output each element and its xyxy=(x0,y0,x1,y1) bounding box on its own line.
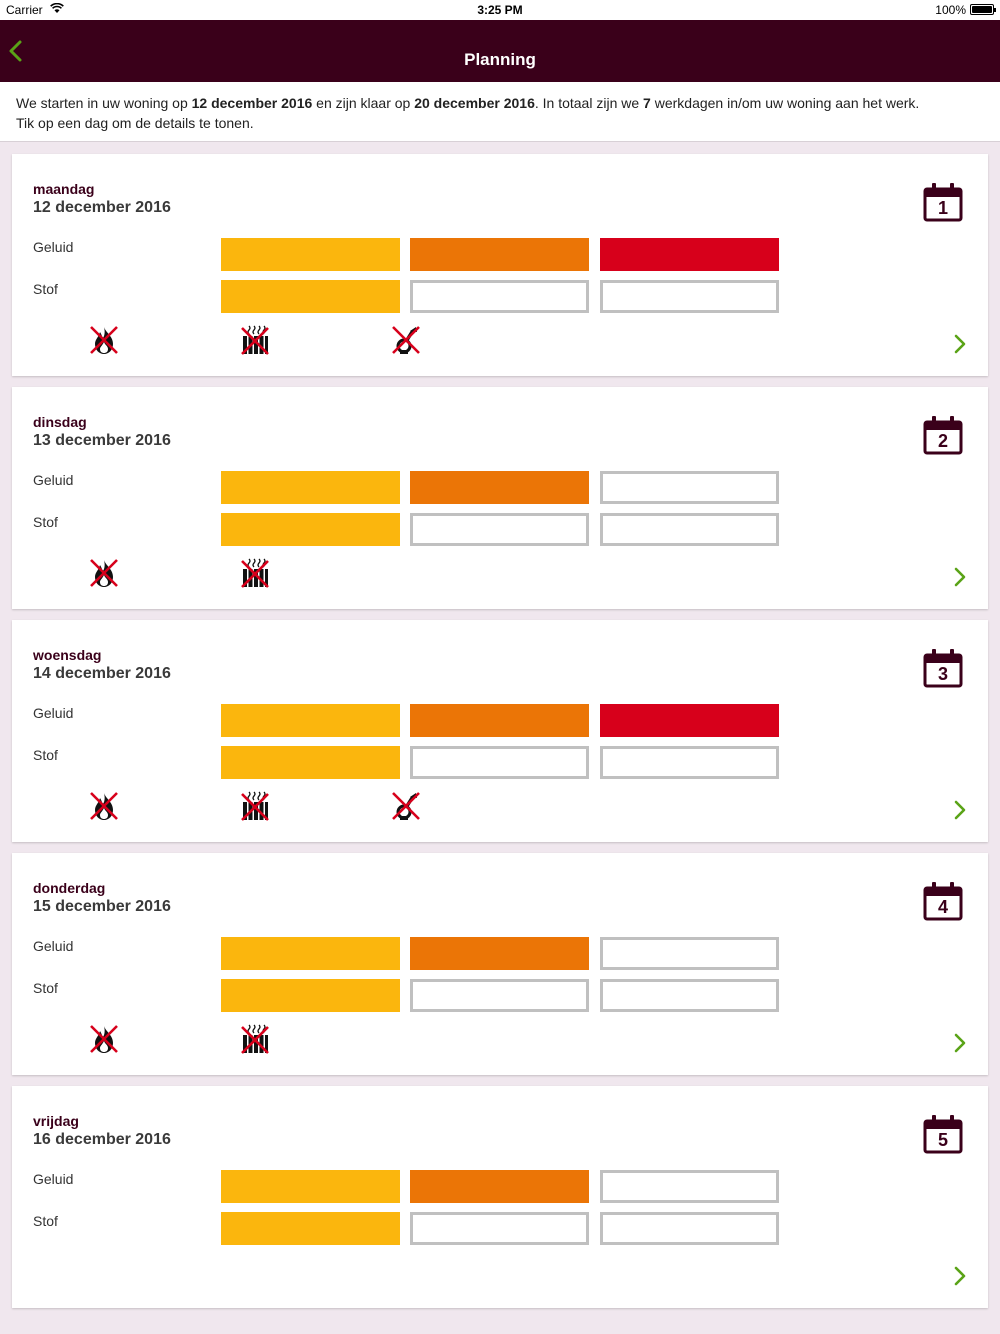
noise-level-bar xyxy=(410,937,589,970)
dust-level-bar xyxy=(221,1212,400,1245)
no-fire-icon xyxy=(88,1023,120,1055)
calendar-icon: 2 xyxy=(922,414,964,456)
day-number: 2 xyxy=(937,431,948,451)
noise-level-bar xyxy=(600,1170,779,1203)
wifi-icon xyxy=(50,3,64,13)
noise-label: Geluid xyxy=(33,705,74,721)
dust-level-bar xyxy=(600,280,779,313)
dust-level-bar xyxy=(410,513,589,546)
no-heating-icon xyxy=(239,324,271,356)
dust-level-bar xyxy=(221,746,400,779)
page-title: Planning xyxy=(464,50,536,69)
day-date: 12 december 2016 xyxy=(33,199,171,216)
day-number: 4 xyxy=(937,897,948,917)
day-date: 16 december 2016 xyxy=(33,1131,171,1148)
dust-label: Stof xyxy=(33,514,58,530)
end-date: 20 december 2016 xyxy=(414,95,535,111)
intro-text: We starten in uw woning op 12 december 2… xyxy=(0,82,1000,142)
no-fire-icon xyxy=(88,790,120,822)
noise-label: Geluid xyxy=(33,938,74,954)
no-gas-icon xyxy=(390,324,422,356)
dust-level-bar xyxy=(221,513,400,546)
noise-level-bar xyxy=(600,238,779,271)
chevron-right-icon[interactable] xyxy=(952,1264,968,1288)
dust-label: Stof xyxy=(33,980,58,996)
day-card-woensdag[interactable]: woensdag 14 december 2016 Geluid Stof 3 xyxy=(12,620,988,842)
dust-level-bar xyxy=(410,979,589,1012)
battery-icon xyxy=(970,4,996,15)
no-heating-icon xyxy=(239,790,271,822)
noise-level-bar xyxy=(600,704,779,737)
day-name: woensdag xyxy=(33,647,102,663)
noise-label: Geluid xyxy=(33,239,74,255)
dust-level-bar xyxy=(410,280,589,313)
intro-line-2: Tik op een dag om de details te tonen. xyxy=(16,115,254,131)
dust-level-bar xyxy=(221,979,400,1012)
day-card-maandag[interactable]: maandag 12 december 2016 Geluid Stof 1 xyxy=(12,154,988,376)
workday-count: 7 xyxy=(643,95,651,111)
calendar-icon: 5 xyxy=(922,1113,964,1155)
intro-line-1: We starten in uw woning op 12 december 2… xyxy=(16,95,920,111)
noise-level-bar xyxy=(221,704,400,737)
day-name: maandag xyxy=(33,181,95,197)
noise-label: Geluid xyxy=(33,472,74,488)
calendar-icon: 3 xyxy=(922,647,964,689)
dust-label: Stof xyxy=(33,281,58,297)
no-heating-icon xyxy=(239,557,271,589)
carrier-label: Carrier xyxy=(6,3,43,17)
dust-level-bar xyxy=(600,513,779,546)
calendar-icon: 1 xyxy=(922,181,964,223)
navigation-bar: Planning xyxy=(0,20,1000,82)
calendar-icon: 4 xyxy=(922,880,964,922)
day-card-dinsdag[interactable]: dinsdag 13 december 2016 Geluid Stof 2 xyxy=(12,387,988,609)
noise-level-bar xyxy=(410,704,589,737)
day-date: 14 december 2016 xyxy=(33,665,171,682)
day-list: maandag 12 december 2016 Geluid Stof 1 xyxy=(12,154,988,1319)
dust-level-bar xyxy=(221,280,400,313)
noise-level-bar xyxy=(221,937,400,970)
day-name: vrijdag xyxy=(33,1113,79,1129)
dust-label: Stof xyxy=(33,747,58,763)
dust-level-bar xyxy=(600,1212,779,1245)
dust-level-bar xyxy=(600,979,779,1012)
status-bar: Carrier 3:25 PM 100% xyxy=(0,0,1000,20)
day-name: dinsdag xyxy=(33,414,87,430)
noise-level-bar xyxy=(410,238,589,271)
noise-label: Geluid xyxy=(33,1171,74,1187)
battery-percentage: 100% xyxy=(935,3,966,17)
dust-level-bar xyxy=(410,746,589,779)
day-date: 13 december 2016 xyxy=(33,432,171,449)
noise-level-bar xyxy=(600,471,779,504)
noise-level-bar xyxy=(410,1170,589,1203)
no-heating-icon xyxy=(239,1023,271,1055)
no-gas-icon xyxy=(390,790,422,822)
day-card-donderdag[interactable]: donderdag 15 december 2016 Geluid Stof 4 xyxy=(12,853,988,1075)
start-date: 12 december 2016 xyxy=(191,95,313,111)
back-chevron-icon[interactable] xyxy=(6,38,26,64)
day-number: 5 xyxy=(937,1130,948,1150)
chevron-right-icon[interactable] xyxy=(952,565,968,589)
chevron-right-icon[interactable] xyxy=(952,798,968,822)
no-fire-icon xyxy=(88,557,120,589)
no-fire-icon xyxy=(88,324,120,356)
status-time: 3:25 PM xyxy=(477,3,523,17)
day-number: 1 xyxy=(937,198,948,218)
dust-level-bar xyxy=(410,1212,589,1245)
noise-level-bar xyxy=(600,937,779,970)
noise-level-bar xyxy=(221,1170,400,1203)
noise-level-bar xyxy=(410,471,589,504)
dust-label: Stof xyxy=(33,1213,58,1229)
day-card-vrijdag[interactable]: vrijdag 16 december 2016 Geluid Stof 5 xyxy=(12,1086,988,1308)
noise-level-bar xyxy=(221,238,400,271)
chevron-right-icon[interactable] xyxy=(952,332,968,356)
noise-level-bar xyxy=(221,471,400,504)
chevron-right-icon[interactable] xyxy=(952,1031,968,1055)
day-name: donderdag xyxy=(33,880,106,896)
dust-level-bar xyxy=(600,746,779,779)
day-number: 3 xyxy=(937,664,948,684)
day-date: 15 december 2016 xyxy=(33,898,171,915)
